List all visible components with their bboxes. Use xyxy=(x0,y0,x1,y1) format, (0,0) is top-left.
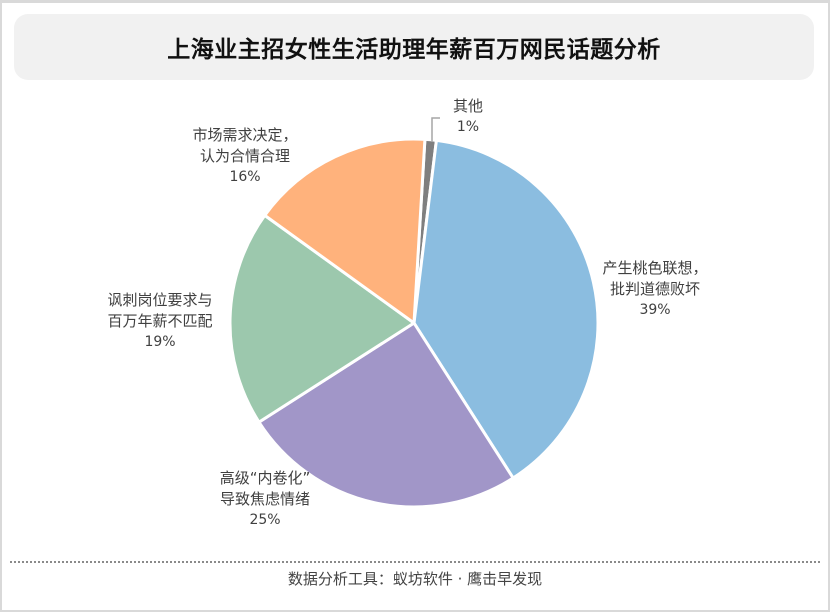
slice-label-line2: 导致焦虑情绪 xyxy=(219,490,310,508)
slice-label-mismatch: 讽刺岗位要求与 百万年薪不匹配 19% xyxy=(85,290,235,353)
pie-chart xyxy=(228,117,600,509)
leader-line xyxy=(431,117,440,142)
slice-label-pct: 25% xyxy=(249,512,281,528)
slice-label-market-demand: 市场需求决定， 认为合情合理 16% xyxy=(170,125,320,188)
slice-label-line2: 百万年薪不匹配 xyxy=(107,312,213,330)
slice-label-pct: 16% xyxy=(229,169,261,185)
pie-slice xyxy=(228,213,416,424)
slice-label-line1: 产生桃色联想， xyxy=(602,259,708,277)
chart-title: 上海业主招女性生活助理年薪百万网民话题分析 xyxy=(167,37,661,63)
title-banner: 上海业主招女性生活助理年薪百万网民话题分析 xyxy=(14,14,814,80)
pie-slice xyxy=(263,137,427,325)
pie-chart-area: 其他 1% 产生桃色联想， 批判道德败坏 39% 高级“内卷化” 导致焦虑情绪 … xyxy=(85,96,725,531)
slice-label-peach-association: 产生桃色联想， 批判道德败坏 39% xyxy=(585,258,725,321)
footer-source: 数据分析工具：蚁坊软件 · 鹰击早发现 xyxy=(287,570,543,588)
slice-label-other: 其他 1% xyxy=(438,96,498,138)
slice-label-other-pct: 1% xyxy=(456,119,480,135)
pie-slice xyxy=(257,321,515,509)
slice-label-pct: 19% xyxy=(144,334,176,350)
slice-label-involution: 高级“内卷化” 导致焦虑情绪 25% xyxy=(190,468,340,531)
footer-divider xyxy=(10,561,820,563)
slice-label-line2: 批判道德败坏 xyxy=(609,280,700,298)
slice-label-line1: 高级“内卷化” xyxy=(219,469,311,487)
slice-label-other-name: 其他 xyxy=(452,97,483,115)
slice-label-line2: 认为合情合理 xyxy=(199,147,290,165)
slice-label-line1: 讽刺岗位要求与 xyxy=(107,291,213,309)
slice-label-line1: 市场需求决定， xyxy=(192,126,298,144)
slice-label-pct: 39% xyxy=(639,302,671,318)
